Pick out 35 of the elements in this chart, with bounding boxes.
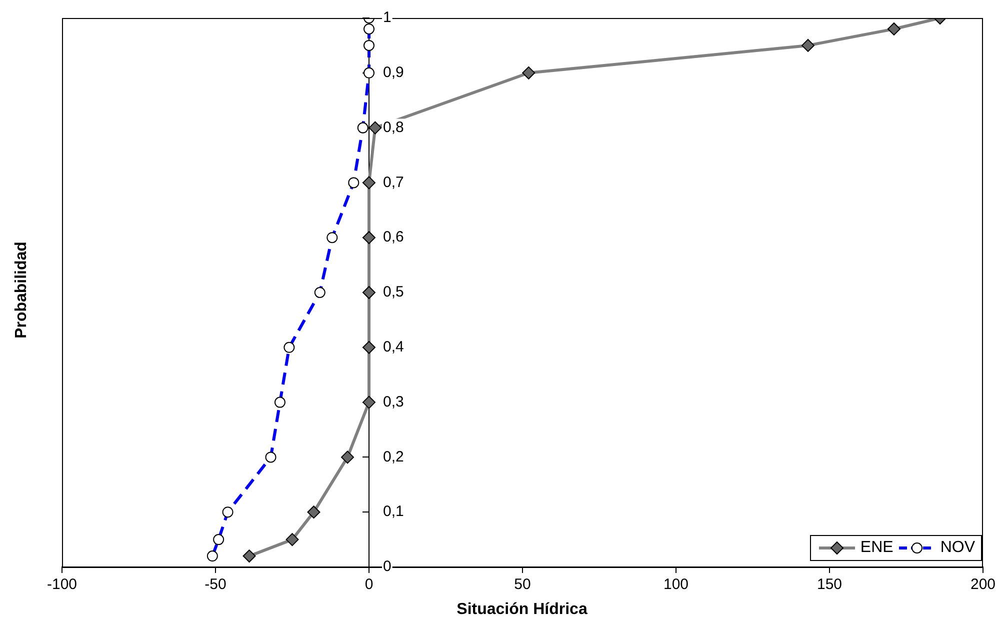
y-tick-label: 0,1 bbox=[383, 503, 404, 520]
y-tick-label: 0,6 bbox=[383, 228, 404, 246]
x-tick-label: -50 bbox=[204, 576, 226, 594]
point bbox=[307, 506, 320, 519]
x-tick-label: 100 bbox=[663, 576, 689, 594]
point bbox=[362, 231, 376, 244]
point bbox=[286, 533, 299, 546]
x-axis-title: Situación Hídrica bbox=[456, 601, 588, 619]
point bbox=[522, 66, 536, 80]
x-tick-label: 50 bbox=[514, 576, 531, 594]
y-tick-label: 0,4 bbox=[383, 338, 404, 356]
y-tick-label: 0,5 bbox=[383, 284, 404, 301]
x-tick-label: -100 bbox=[46, 576, 78, 594]
x-tick-label: 0 bbox=[364, 576, 374, 594]
y-tick-label: 0 bbox=[383, 558, 392, 576]
point bbox=[362, 176, 376, 190]
y-tick-label: 0,2 bbox=[383, 448, 404, 466]
point bbox=[362, 396, 376, 409]
legend-label: ENE bbox=[860, 539, 894, 557]
y-tick-label: 0,9 bbox=[383, 64, 404, 82]
y-tick-label: 0,3 bbox=[383, 393, 404, 410]
point bbox=[887, 22, 900, 36]
y-tick-label: 1 bbox=[383, 9, 392, 26]
point bbox=[802, 38, 815, 52]
point bbox=[368, 121, 382, 134]
point bbox=[362, 286, 376, 299]
point bbox=[242, 550, 256, 563]
point bbox=[362, 340, 376, 354]
y-axis-title: Probabilidad bbox=[13, 242, 31, 338]
x-tick-label: 150 bbox=[816, 576, 842, 594]
y-tick-label: 0,7 bbox=[383, 174, 404, 191]
y-tick-label: 0,8 bbox=[383, 118, 404, 136]
x-tick-label: 200 bbox=[970, 576, 996, 594]
legend-label: NOV bbox=[940, 539, 975, 557]
point bbox=[341, 450, 354, 464]
